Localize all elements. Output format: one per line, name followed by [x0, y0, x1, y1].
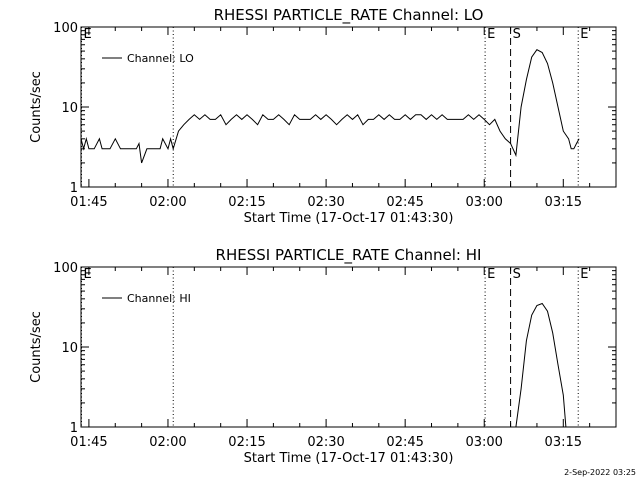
y-tick-label: 10 [61, 101, 78, 116]
x-tick-label: 03:00 [465, 195, 502, 210]
x-tick-label: 02:30 [307, 435, 344, 450]
x-tick-label: 02:30 [307, 195, 344, 210]
legend-label: Channel: LO [127, 52, 194, 65]
event-marker-label: E [84, 27, 92, 42]
x-axis-label: Start Time (17-Oct-17 01:43:30) [244, 451, 454, 466]
footer-timestamp: 2-Sep-2022 03:25 [564, 468, 636, 477]
x-tick-label: 02:15 [228, 195, 265, 210]
plot-frame [80, 266, 617, 428]
x-tick-label: 02:00 [149, 435, 186, 450]
x-tick-label: 03:00 [465, 435, 502, 450]
y-axis-label: Counts/sec [29, 311, 44, 383]
event-marker-label: E [487, 27, 495, 42]
x-tick-label: 02:45 [386, 195, 423, 210]
y-tick-label: 100 [53, 261, 78, 276]
event-marker-label: E [487, 267, 495, 282]
event-marker-label: E [580, 27, 588, 42]
series-line-1 [515, 302, 567, 428]
event-marker-label: S [513, 27, 521, 42]
x-tick-label: 03:15 [545, 435, 582, 450]
x-tick-label: 02:45 [386, 435, 423, 450]
x-axis-label: Start Time (17-Oct-17 01:43:30) [244, 211, 454, 226]
y-tick-label: 1 [70, 181, 78, 196]
x-tick-label: 02:15 [228, 435, 265, 450]
x-tick-label: 03:15 [545, 195, 582, 210]
y-tick-label: 100 [53, 21, 78, 36]
chart-title: RHESSI PARTICLE_RATE Channel: HI [216, 246, 482, 265]
series-line-1 [80, 49, 580, 164]
legend-label: Channel: HI [127, 292, 191, 305]
event-marker-label: E [580, 267, 588, 282]
y-tick-label: 1 [70, 421, 78, 436]
y-axis-label: Counts/sec [29, 71, 44, 143]
x-tick-label: 01:45 [70, 195, 107, 210]
event-marker-label: E [84, 267, 92, 282]
event-marker-label: S [513, 267, 521, 282]
chart-title: RHESSI PARTICLE_RATE Channel: LO [214, 6, 484, 25]
x-tick-label: 01:45 [70, 435, 107, 450]
x-tick-label: 02:00 [149, 195, 186, 210]
y-tick-label: 10 [61, 341, 78, 356]
